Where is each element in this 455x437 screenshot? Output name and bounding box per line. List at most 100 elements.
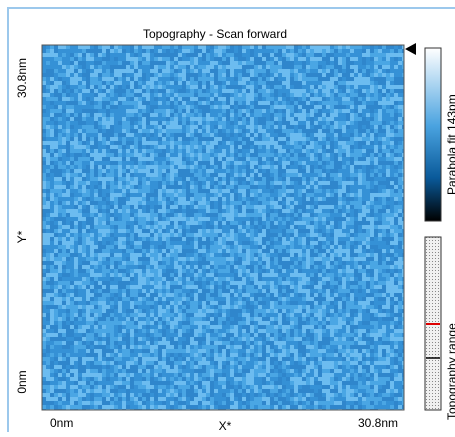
scan-pixel: [230, 173, 234, 177]
scan-pixel: [318, 133, 322, 137]
scan-pixel: [306, 81, 310, 85]
scan-pixel: [182, 201, 186, 205]
scan-pixel: [234, 81, 238, 85]
scan-pixel: [162, 137, 166, 141]
scan-pixel: [162, 221, 166, 225]
scan-pixel: [258, 205, 262, 209]
scan-pixel: [254, 73, 258, 77]
scan-pixel: [350, 113, 354, 117]
scan-pixel: [178, 217, 182, 221]
scan-pixel: [102, 149, 106, 153]
scan-pixel: [362, 197, 366, 201]
scan-pixel: [54, 253, 58, 257]
scan-pixel: [222, 145, 226, 149]
scan-pixel: [118, 121, 122, 125]
scan-pixel: [70, 221, 74, 225]
scan-pixel: [270, 109, 274, 113]
scan-pixel: [238, 149, 242, 153]
scan-pixel: [178, 53, 182, 57]
scan-pixel: [238, 225, 242, 229]
scan-pixel: [170, 129, 174, 133]
scan-pixel: [206, 213, 210, 217]
scan-pixel: [370, 89, 374, 93]
scan-pixel: [238, 197, 242, 201]
scan-pixel: [238, 181, 242, 185]
scan-pixel: [342, 245, 346, 249]
scan-pixel: [206, 113, 210, 117]
scan-pixel: [210, 77, 214, 81]
scan-pixel: [62, 101, 66, 105]
scan-pixel: [374, 65, 378, 69]
scan-pixel: [190, 65, 194, 69]
scan-pixel: [306, 125, 310, 129]
scan-pixel: [230, 129, 234, 133]
scan-pixel: [326, 73, 330, 77]
scan-pixel: [366, 237, 370, 241]
scan-pixel: [178, 165, 182, 169]
scan-pixel: [118, 105, 122, 109]
scan-pixel: [306, 161, 310, 165]
scan-pixel: [174, 145, 178, 149]
scan-pixel: [398, 113, 402, 117]
scan-pixel: [166, 197, 170, 201]
scan-pixel: [78, 45, 82, 49]
scan-pixel: [202, 213, 206, 217]
scan-pixel: [374, 129, 378, 133]
scan-pixel: [250, 73, 254, 77]
scan-pixel: [366, 57, 370, 61]
scan-pixel: [318, 217, 322, 221]
scan-pixel: [254, 109, 258, 113]
scan-pixel: [350, 197, 354, 201]
scan-pixel: [194, 241, 198, 245]
scan-pixel: [146, 129, 150, 133]
scan-pixel: [194, 65, 198, 69]
scan-pixel: [170, 185, 174, 189]
scan-pixel: [178, 61, 182, 65]
scan-pixel: [182, 53, 186, 57]
scan-pixel: [110, 89, 114, 93]
scan-pixel: [206, 233, 210, 237]
scan-pixel: [314, 89, 318, 93]
scan-pixel: [218, 249, 222, 253]
scan-pixel: [102, 129, 106, 133]
scan-pixel: [146, 197, 150, 201]
scan-pixel: [330, 137, 334, 141]
scan-pixel: [254, 77, 258, 81]
scan-pixel: [278, 121, 282, 125]
scan-pixel: [114, 149, 118, 153]
scan-pixel: [106, 185, 110, 189]
scan-pixel: [66, 145, 70, 149]
scan-pixel: [46, 141, 50, 145]
scan-pixel: [110, 133, 114, 137]
scan-pixel: [386, 53, 390, 57]
scan-pixel: [178, 157, 182, 161]
scan-pixel: [94, 57, 98, 61]
scan-pixel: [206, 121, 210, 125]
scan-pixel: [82, 253, 86, 257]
scan-pixel: [142, 69, 146, 73]
scan-pixel: [318, 149, 322, 153]
scan-pixel: [42, 129, 46, 133]
scan-pixel: [242, 201, 246, 205]
scan-pixel: [310, 261, 314, 265]
scan-pixel: [366, 133, 370, 137]
scan-pixel: [166, 141, 170, 145]
scan-pixel: [258, 217, 262, 221]
scan-pixel: [330, 129, 334, 133]
scan-pixel: [234, 193, 238, 197]
scan-pixel: [142, 105, 146, 109]
scan-pixel: [126, 117, 130, 121]
scan-pixel: [54, 201, 58, 205]
scan-pixel: [286, 169, 290, 173]
scan-pixel: [338, 217, 342, 221]
scan-pixel: [258, 133, 262, 137]
scan-pixel: [238, 253, 242, 257]
scan-pixel: [374, 177, 378, 181]
scan-pixel: [258, 145, 262, 149]
scan-pixel: [178, 173, 182, 177]
scan-pixel: [238, 77, 242, 81]
scan-pixel: [262, 245, 266, 249]
scan-pixel: [82, 261, 86, 265]
scan-pixel: [282, 241, 286, 245]
scan-pixel: [366, 73, 370, 77]
